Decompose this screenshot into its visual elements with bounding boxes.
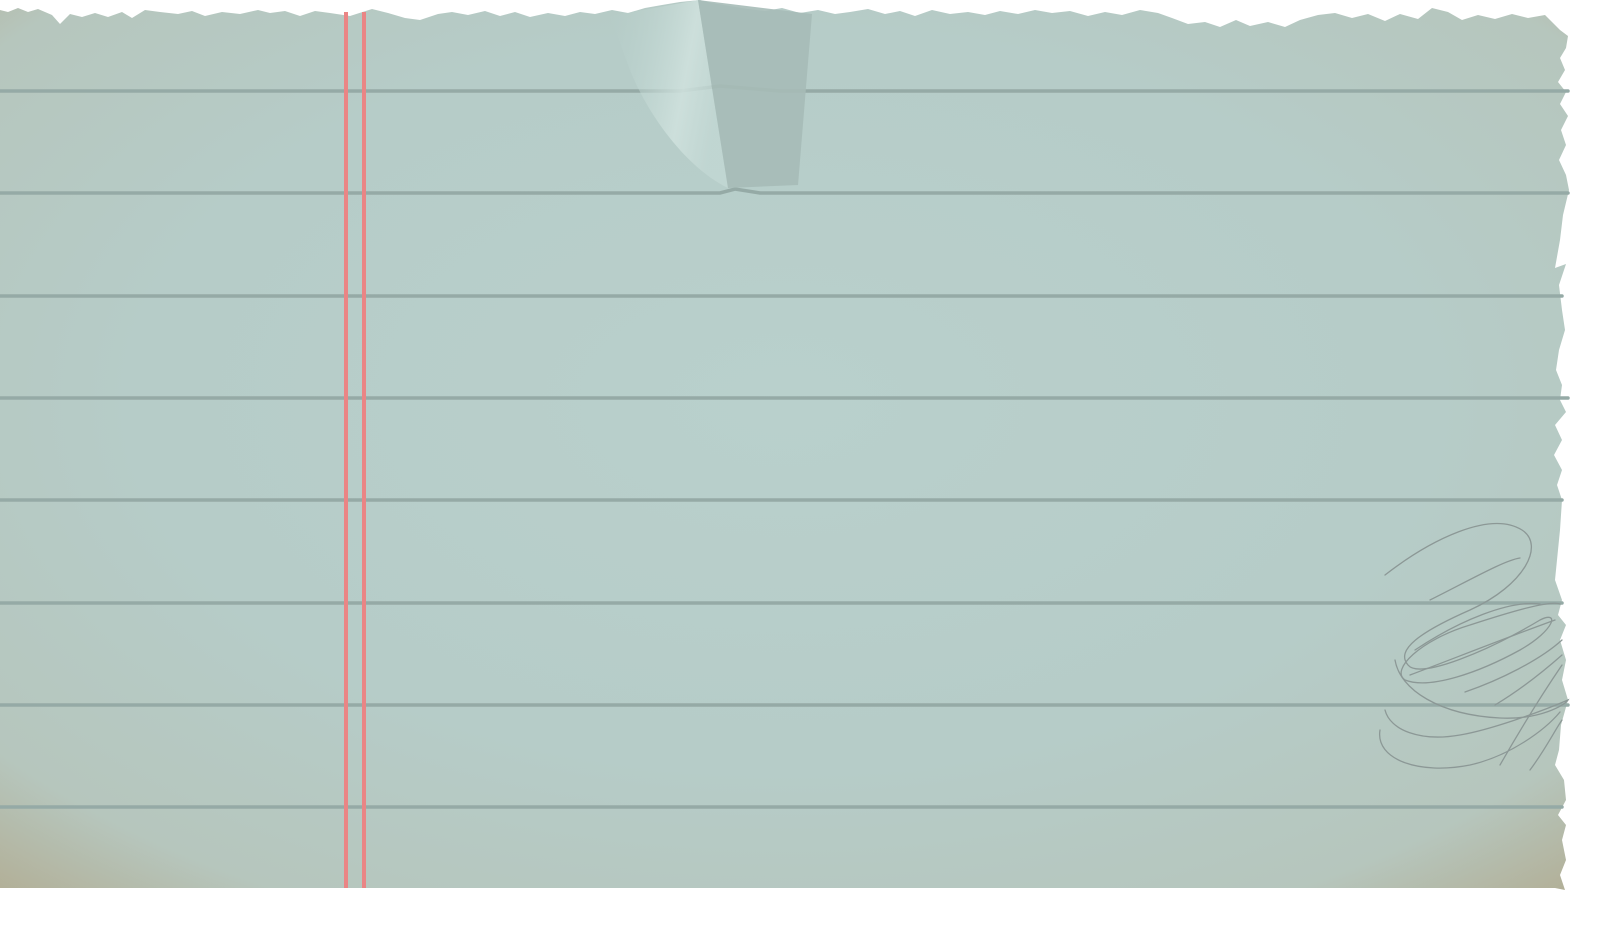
margin-lines xyxy=(344,12,366,888)
rule-line xyxy=(0,187,1570,195)
paper-fold-shadow xyxy=(698,0,812,188)
paper-fold-highlight xyxy=(610,0,728,188)
paper-sheet xyxy=(0,0,1569,890)
pencil-scribble xyxy=(1379,522,1570,771)
